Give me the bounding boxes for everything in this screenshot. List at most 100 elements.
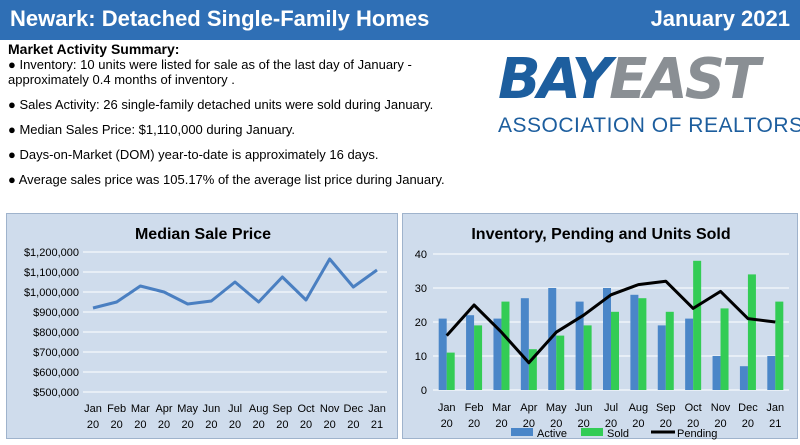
y-tick-label: 0: [421, 385, 427, 397]
x-tick-year: 20: [324, 419, 336, 431]
x-tick-year: 20: [87, 419, 99, 431]
x-tick-year: 20: [253, 419, 265, 431]
x-tick-year: 20: [742, 418, 754, 430]
page-title: Newark: Detached Single-Family Homes: [10, 6, 430, 31]
bar-sold: [665, 311, 674, 390]
x-tick-label: Jun: [202, 403, 220, 415]
y-tick-label: $600,000: [33, 367, 79, 379]
report-date: January 2021: [650, 6, 790, 31]
x-tick-label: Jun: [575, 402, 593, 414]
logo-word-bay: BAY: [498, 47, 612, 112]
legend-label-active: Active: [537, 428, 567, 440]
bar-active: [520, 298, 529, 390]
logo-subtitle: ASSOCIATION OF REALTORS®: [498, 114, 800, 137]
bar-active: [493, 318, 502, 390]
x-tick-year: 20: [134, 419, 146, 431]
legend-label-pending: Pending: [677, 428, 717, 440]
bar-active: [739, 366, 748, 390]
x-tick-year: 20: [205, 419, 217, 431]
y-tick-label: 20: [415, 317, 427, 329]
summary-item-median: ● Median Sales Price: $1,110,000 during …: [8, 122, 296, 137]
x-tick-label: Jul: [228, 403, 242, 415]
chart-title: Median Sale Price: [135, 226, 271, 243]
x-tick-year: 20: [632, 418, 644, 430]
bar-sold: [693, 260, 702, 390]
x-tick-year: 20: [660, 418, 672, 430]
x-tick-label: Mar: [492, 402, 511, 414]
bar-sold: [528, 349, 537, 390]
x-tick-label: Jan: [368, 403, 386, 415]
x-tick-label: Feb: [107, 403, 126, 415]
legend-swatch-active: [511, 428, 533, 436]
x-tick-year: 21: [371, 419, 383, 431]
chart-title: Inventory, Pending and Units Sold: [471, 226, 730, 243]
bar-active: [712, 356, 721, 390]
x-tick-year: 21: [769, 418, 781, 430]
x-tick-label: Oct: [297, 403, 314, 415]
x-tick-label: Oct: [685, 402, 702, 414]
summary-item-sales: ● Sales Activity: 26 single-family detac…: [8, 97, 434, 112]
x-tick-year: 20: [550, 418, 562, 430]
legend-label-sold: Sold: [607, 428, 629, 440]
x-tick-label: Sep: [656, 402, 676, 414]
y-tick-label: 10: [415, 351, 427, 363]
y-tick-label: 40: [415, 249, 427, 261]
inventory-chart: Inventory, Pending and Units Sold 0 10 20 30…: [402, 213, 798, 440]
y-tick-label: $1,100,000: [24, 267, 79, 279]
summary-item-dom: ● Days-on-Market (DOM) year-to-date is a…: [8, 147, 379, 162]
bar-sold: [638, 298, 647, 390]
bar-sold: [583, 325, 592, 390]
x-tick-label: Mar: [131, 403, 150, 415]
x-tick-label: Jan: [84, 403, 102, 415]
bar-sold: [775, 301, 784, 390]
median-price-svg: Median Sale Price $500,000 $600,000 $700,00…: [24, 226, 387, 431]
median-price-line: [92, 257, 378, 310]
x-tick-label: Nov: [320, 403, 340, 415]
bar-sold: [474, 325, 483, 390]
x-tick-year: 20: [714, 418, 726, 430]
x-tick-label: Apr: [155, 403, 172, 415]
bar-active: [630, 294, 639, 390]
x-tick-year: 20: [495, 418, 507, 430]
bar-active: [603, 288, 611, 390]
bar-active: [685, 318, 694, 390]
x-tick-year: 20: [577, 418, 589, 430]
x-tick-year: 20: [347, 419, 359, 431]
y-tick-label: $500,000: [33, 387, 79, 399]
bar-sold: [611, 311, 619, 390]
x-tick-year: 20: [687, 418, 699, 430]
x-tick-year: 20: [605, 418, 617, 430]
x-tick-label: Aug: [249, 403, 269, 415]
bar-sold: [720, 308, 729, 390]
x-tick-label: May: [546, 402, 567, 414]
pending-line: [445, 279, 776, 365]
bar-active: [466, 315, 475, 390]
x-tick-label: Sep: [273, 403, 293, 415]
x-tick-year: 20: [523, 418, 535, 430]
summary-heading: Market Activity Summary:: [8, 41, 180, 57]
x-tick-label: Jan: [766, 402, 784, 414]
bar-sold: [446, 352, 455, 390]
x-tick-label: Aug: [629, 402, 649, 414]
bayeast-logo: BAY EAST ASSOCIATION OF REALTORS®: [498, 47, 800, 140]
y-tick-label: $700,000: [33, 347, 79, 359]
x-tick-label: Jul: [604, 402, 618, 414]
y-tick-label: $900,000: [33, 307, 79, 319]
x-tick-year: 20: [276, 419, 288, 431]
logo-word-east: EAST: [609, 47, 760, 112]
x-tick-year: 20: [300, 419, 312, 431]
summary-item-avg-price: ● Average sales price was 105.17% of the…: [8, 172, 445, 187]
market-summary: Market Activity Summary: ● Inventory: 10…: [8, 42, 488, 197]
median-price-chart: Median Sale Price $500,000 $600,000 $700,00…: [6, 213, 398, 439]
x-tick-label: Feb: [465, 402, 484, 414]
legend-swatch-sold: [581, 428, 603, 436]
y-tick-label: 30: [415, 283, 427, 295]
bar-active: [438, 318, 447, 390]
bar-active: [575, 301, 584, 390]
x-tick-year: 20: [468, 418, 480, 430]
y-tick-label: $1,000,000: [24, 287, 79, 299]
x-tick-label: Dec: [738, 402, 758, 414]
bar-active: [548, 288, 557, 390]
bar-sold: [747, 274, 756, 390]
bar-sold: [556, 335, 565, 390]
